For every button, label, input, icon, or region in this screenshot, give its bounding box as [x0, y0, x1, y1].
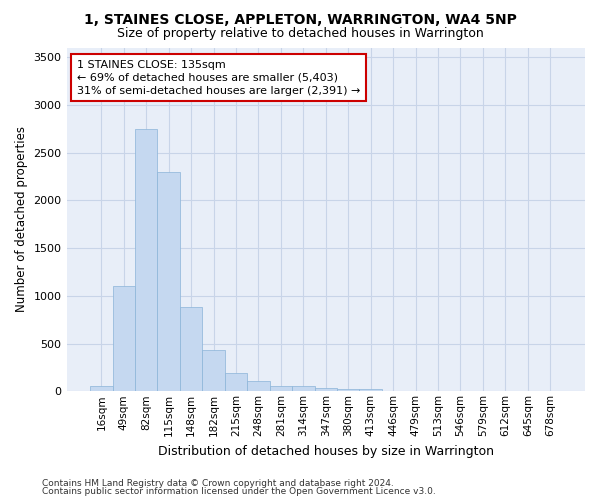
Bar [225, 373, 247, 392]
Text: Size of property relative to detached houses in Warrington: Size of property relative to detached ho… [116, 28, 484, 40]
Bar [247, 381, 269, 392]
Text: 1 STAINES CLOSE: 135sqm
← 69% of detached houses are smaller (5,403)
31% of semi: 1 STAINES CLOSE: 135sqm ← 69% of detache… [77, 60, 360, 96]
Bar [180, 307, 202, 392]
Bar [337, 389, 359, 392]
Bar [90, 386, 113, 392]
Text: Contains public sector information licensed under the Open Government Licence v3: Contains public sector information licen… [42, 487, 436, 496]
Bar [359, 390, 382, 392]
Y-axis label: Number of detached properties: Number of detached properties [15, 126, 28, 312]
Bar [314, 388, 337, 392]
Bar [157, 172, 180, 392]
Bar [269, 386, 292, 392]
Text: Contains HM Land Registry data © Crown copyright and database right 2024.: Contains HM Land Registry data © Crown c… [42, 478, 394, 488]
Bar [135, 128, 157, 392]
Bar [113, 286, 135, 392]
Bar [202, 350, 225, 392]
Text: 1, STAINES CLOSE, APPLETON, WARRINGTON, WA4 5NP: 1, STAINES CLOSE, APPLETON, WARRINGTON, … [83, 12, 517, 26]
X-axis label: Distribution of detached houses by size in Warrington: Distribution of detached houses by size … [158, 444, 494, 458]
Bar [292, 386, 314, 392]
